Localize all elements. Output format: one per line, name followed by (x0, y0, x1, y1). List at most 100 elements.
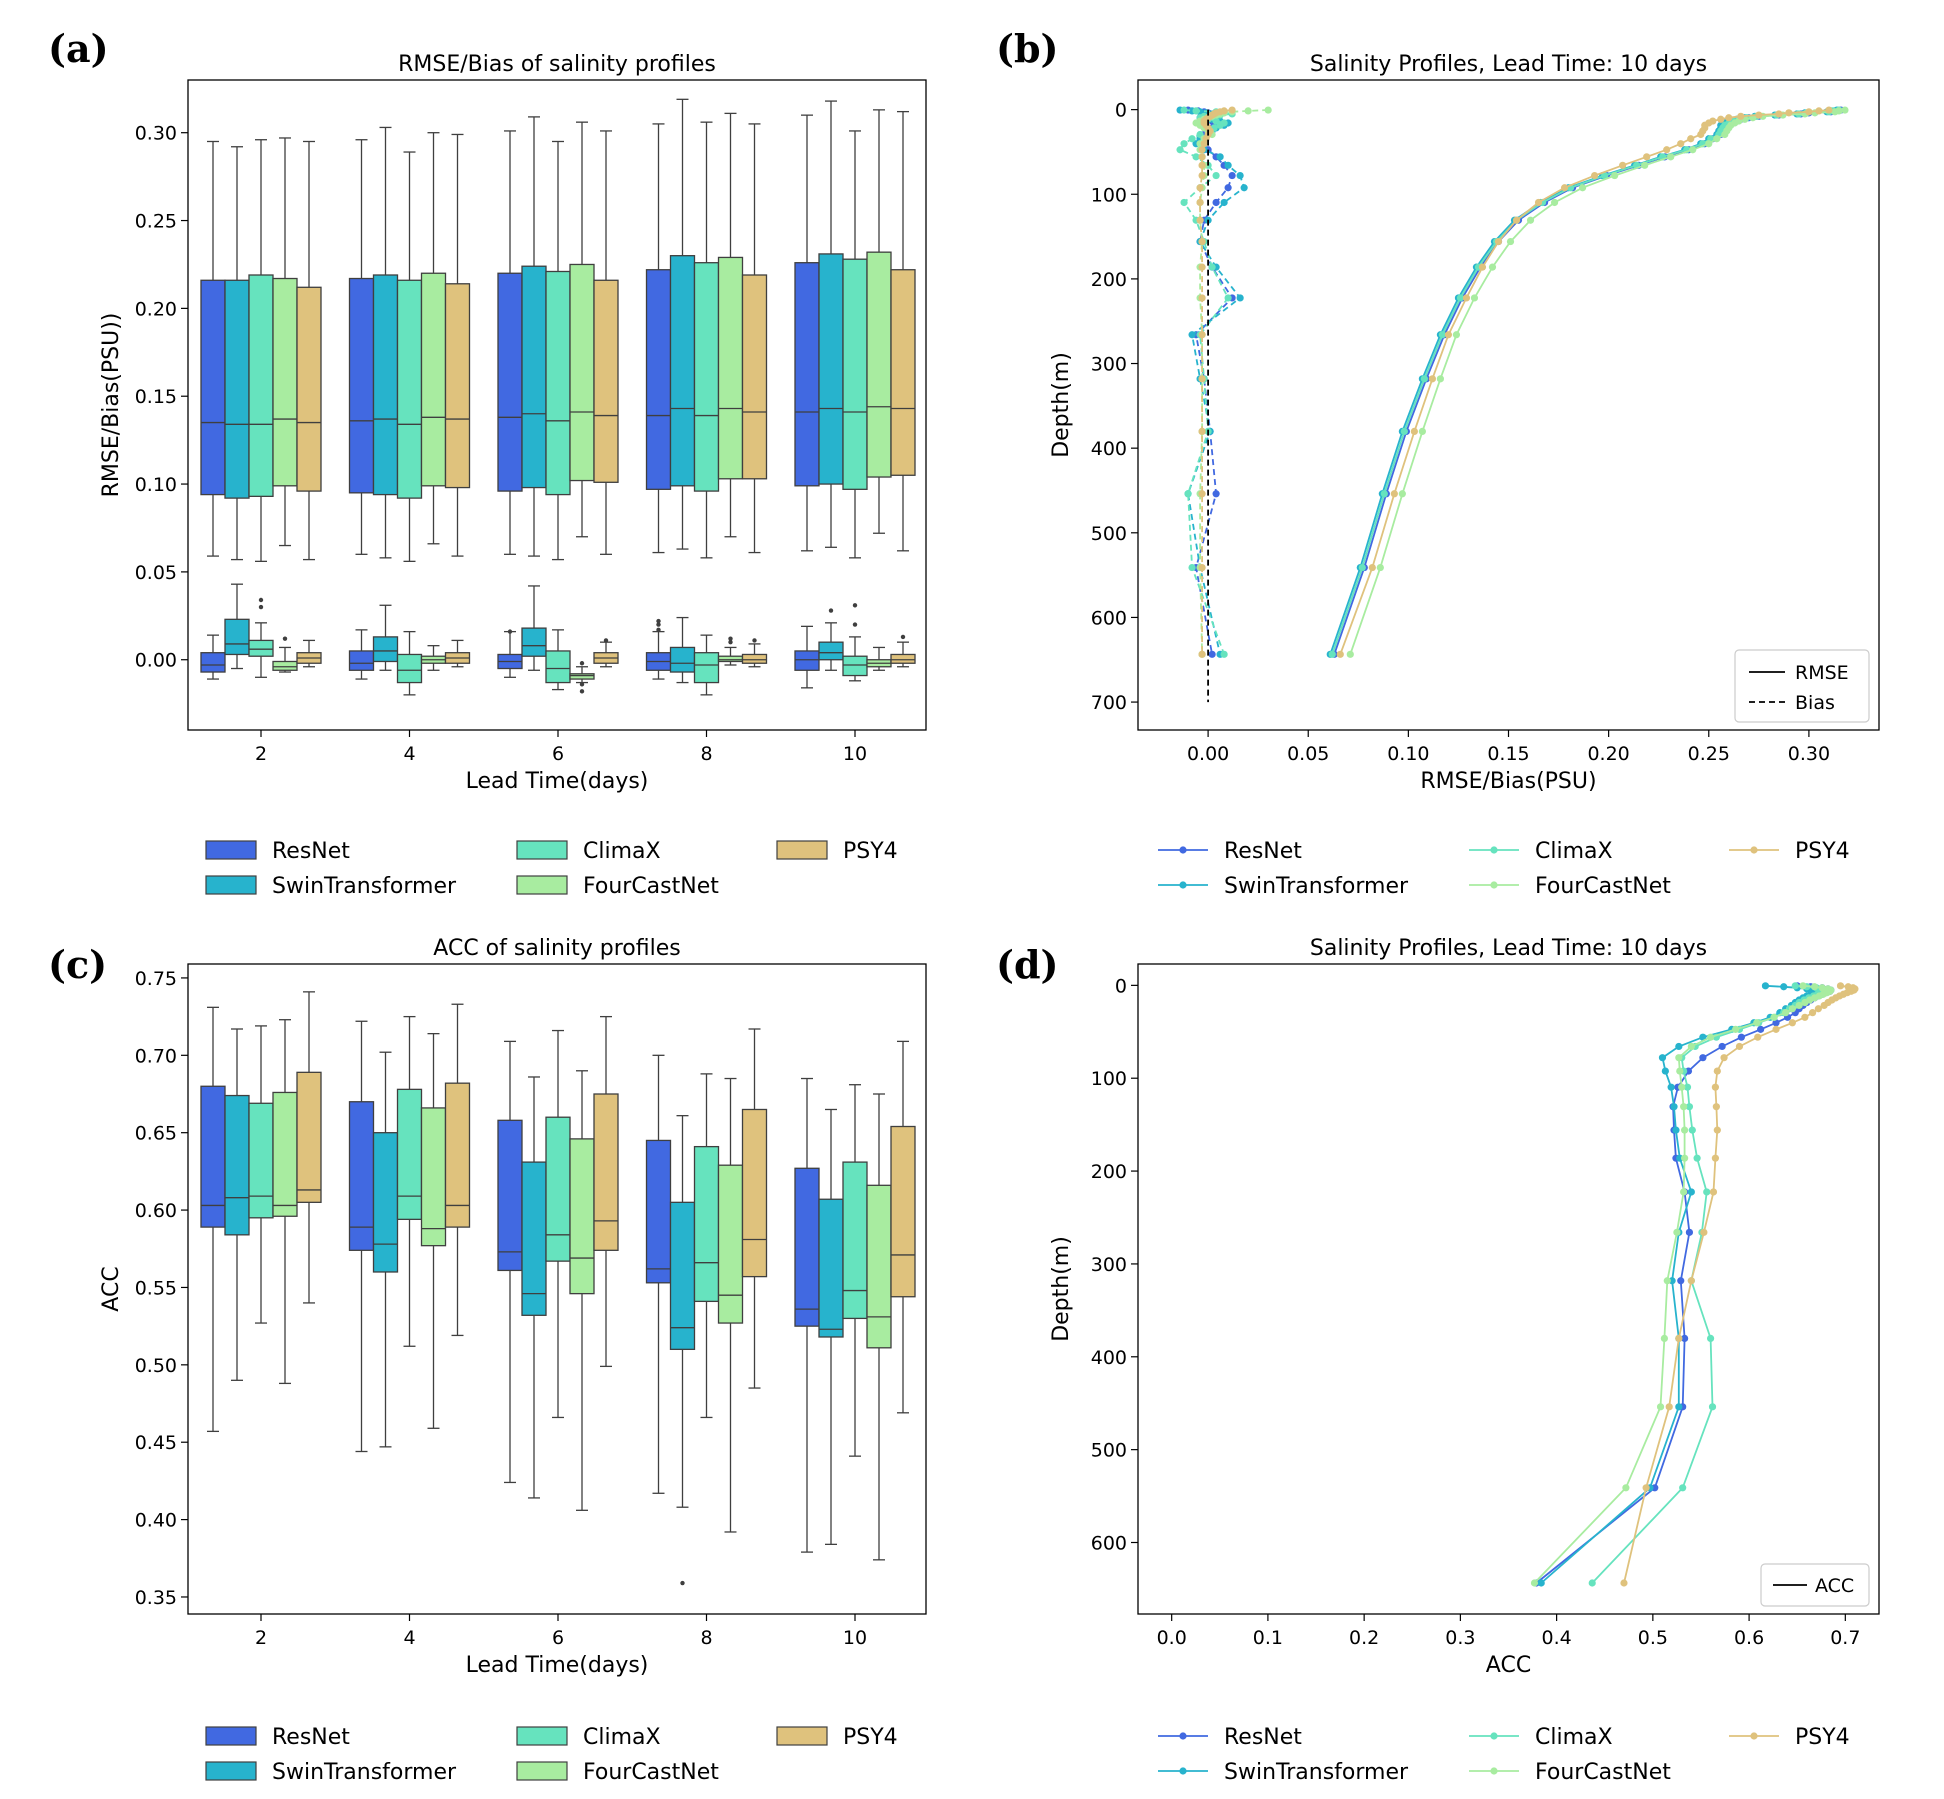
box-iqr (842, 258, 868, 490)
data-point (1376, 563, 1384, 572)
box-resnet-rmse-day-2 (200, 140, 226, 557)
data-point (1192, 107, 1200, 115)
data-point (1328, 650, 1336, 658)
data-point (1224, 184, 1232, 192)
data-point (1537, 1579, 1545, 1587)
data-point (1418, 427, 1426, 436)
y-tick-label: 0 (1115, 975, 1127, 997)
data-point (1400, 427, 1408, 436)
box-iqr (890, 653, 916, 664)
y-axis-label: Depth(m) (1049, 1236, 1074, 1342)
box-climax-bias-day-10 (842, 603, 868, 682)
outlier-point (258, 597, 264, 603)
data-point (1772, 1025, 1780, 1033)
plot-frame (1137, 963, 1880, 1615)
legend-label-fourcastnet: FourCastNet (1535, 874, 1671, 899)
box-iqr (521, 265, 547, 489)
box-resnet-acc-day-2 (200, 1006, 226, 1433)
legend-swatch-marker-resnet (1179, 1732, 1187, 1740)
x-tick-label: 0.30 (1788, 743, 1830, 765)
box-iqr (296, 286, 322, 492)
legend-label-psy4: PSY4 (843, 1725, 898, 1750)
box-resnet-bias-day-6 (497, 629, 523, 678)
series-climax-acc (1588, 982, 1829, 1587)
data-point (1212, 198, 1220, 207)
data-point (1673, 1228, 1681, 1236)
outlier-point (752, 638, 757, 643)
box-psy4-acc-day-10 (890, 1040, 916, 1414)
y-axis-label: ACC (99, 1266, 124, 1311)
box-fourcastnet-acc-day-6 (569, 1070, 595, 1511)
box-climax-rmse-day-8 (693, 121, 720, 559)
chart-title-b: Salinity Profiles, Lead Time: 10 days (1310, 52, 1707, 77)
box-iqr (521, 1161, 547, 1316)
box-iqr (693, 262, 720, 492)
box-fourcastnet-rmse-day-4 (420, 132, 447, 545)
data-point (1706, 1334, 1715, 1342)
data-point (1805, 108, 1813, 116)
legend-label-resnet: ResNet (1224, 839, 1302, 864)
x-tick-label: 6 (552, 743, 564, 765)
data-point (1705, 140, 1713, 148)
legend-d: ResNet SwinTransformer ClimaX FourCastNet PS… (1158, 1725, 1850, 1785)
data-point (1184, 490, 1192, 498)
inner-legend-acc: ACC (1760, 1563, 1870, 1607)
data-point (1410, 427, 1418, 436)
legend-swatch-marker-swintransformer (1179, 1767, 1187, 1775)
legend-label-fourcastnet: FourCastNet (583, 1760, 719, 1785)
data-point (1683, 1083, 1692, 1091)
box-resnet-bias-day-4 (348, 629, 375, 680)
box-iqr (248, 1102, 274, 1219)
box-fourcastnet-rmse-day-6 (569, 121, 595, 538)
box-swintransformer-rmse-day-4 (372, 126, 399, 559)
data-point (1754, 1033, 1762, 1041)
data-point (1663, 1277, 1671, 1285)
box-iqr (497, 1119, 523, 1272)
series-line (1188, 109, 1234, 655)
data-point (1478, 263, 1487, 271)
box-iqr (569, 673, 595, 680)
box-iqr (224, 279, 250, 499)
box-swintransformer-acc-day-6 (521, 1076, 547, 1499)
box-psy4-rmse-day-4 (444, 133, 471, 557)
box-fourcastnet-rmse-day-8 (717, 112, 744, 538)
data-point (1717, 115, 1725, 123)
box-iqr (420, 1107, 447, 1247)
data-point (1188, 563, 1196, 572)
data-point (1224, 294, 1232, 302)
outlier-point (852, 622, 858, 627)
data-point (1216, 121, 1224, 129)
outlier-point (579, 661, 585, 666)
data-point (1358, 563, 1366, 572)
box-iqr (200, 279, 226, 496)
data-point (1506, 237, 1515, 246)
data-point (1198, 650, 1206, 658)
box-iqr (272, 1091, 298, 1217)
data-point (1264, 106, 1272, 114)
box-swintransformer-bias-day-10 (818, 608, 844, 671)
box-iqr (200, 652, 226, 673)
legend-label-resnet: ResNet (272, 1725, 350, 1750)
series-psy4-rmse (1336, 106, 1833, 658)
legend-label-psy4: PSY4 (1795, 839, 1850, 864)
legend-label-rmse: RMSE (1795, 662, 1849, 684)
data-point (1687, 1042, 1695, 1051)
y-tick-label: 0.55 (135, 1277, 177, 1299)
series-line (1180, 109, 1246, 655)
box-iqr (372, 1132, 399, 1273)
box-iqr (717, 256, 744, 480)
y-tick-label: 0.60 (135, 1200, 177, 1222)
data-point (1198, 263, 1206, 271)
y-tick-label: 0.75 (135, 968, 177, 990)
y-tick-label: 300 (1091, 1254, 1127, 1276)
data-point (1462, 294, 1471, 302)
y-tick-label: 0 (1115, 100, 1127, 122)
data-point (1699, 1054, 1707, 1062)
x-axis-label: RMSE/Bias(PSU) (1420, 769, 1596, 794)
box-iqr (890, 269, 916, 476)
legend-swatch-resnet (205, 1726, 257, 1746)
series-line (1535, 984, 1833, 1584)
legend-swatch-swintransformer (205, 875, 257, 895)
box-iqr (741, 1108, 768, 1278)
legend-label-fourcastnet: FourCastNet (583, 874, 719, 899)
